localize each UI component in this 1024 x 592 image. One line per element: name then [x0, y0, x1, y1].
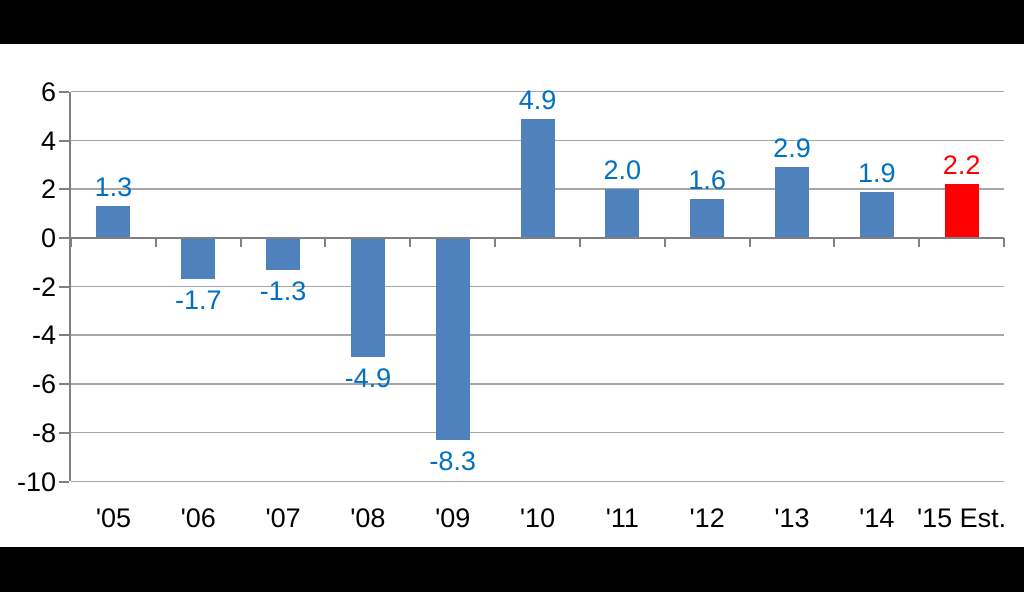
x-axis-category-label: '15 Est.: [916, 503, 1007, 533]
letterbox-bottom: [0, 547, 1024, 592]
bar: [266, 238, 301, 270]
y-axis-tick: [59, 90, 69, 93]
y-axis-tick-label: 4: [40, 125, 56, 156]
bar-highlight: [944, 184, 979, 238]
y-axis-tick-label: -8: [31, 417, 56, 448]
gridline: [71, 480, 1004, 482]
x-axis-tick: [918, 238, 921, 247]
bar: [690, 199, 725, 238]
x-axis-tick: [324, 238, 327, 247]
y-axis-tick-label: 0: [40, 223, 56, 253]
bar-data-label: 2.2: [942, 150, 981, 181]
x-axis-tick: [70, 238, 72, 247]
bar-data-label: -4.9: [344, 363, 392, 394]
y-axis-tick: [59, 139, 69, 142]
bar: [859, 191, 894, 238]
x-axis-category-label: '10: [519, 503, 556, 533]
x-axis-category-label: '08: [350, 503, 386, 533]
x-axis-tick: [1003, 238, 1005, 247]
bar: [96, 206, 131, 238]
bar: [520, 118, 555, 238]
gridline: [71, 431, 1004, 434]
bar: [605, 189, 640, 238]
x-axis-category-label: '09: [435, 503, 471, 533]
y-axis-tick: [59, 431, 69, 434]
bar-data-label: 2.0: [603, 155, 642, 186]
x-axis-tick: [409, 238, 412, 247]
x-axis-tick: [833, 238, 836, 247]
x-axis-tick: [239, 238, 242, 247]
x-axis-tick: [578, 238, 581, 247]
x-axis-category-label: '13: [774, 503, 810, 533]
x-axis-tick: [154, 238, 157, 247]
y-axis-tick: [59, 480, 69, 483]
x-axis-category-label: '14: [859, 503, 895, 533]
y-axis-tick: [59, 334, 69, 337]
y-axis-tick: [59, 188, 69, 191]
x-axis-zero-line: [71, 237, 1004, 239]
x-axis-category-label: '11: [605, 503, 639, 533]
y-axis-tick: [59, 237, 69, 239]
x-axis-category-label: '12: [689, 503, 725, 533]
y-axis-tick-label: -10: [16, 466, 56, 497]
y-axis-tick-label: -2: [31, 271, 56, 302]
bar-data-label: 2.9: [773, 133, 811, 164]
y-axis-tick: [59, 285, 69, 288]
bar-data-label: 4.9: [518, 84, 557, 115]
y-axis-tick-label: -4: [31, 320, 56, 351]
x-axis-tick: [494, 238, 497, 247]
y-axis-tick-label: -6: [31, 369, 56, 400]
bar: [350, 238, 385, 358]
bar-data-label: 1.6: [688, 165, 726, 196]
bar-data-label: 1.9: [857, 157, 896, 188]
gridline: [71, 383, 1004, 385]
x-axis-category-label: '06: [180, 503, 216, 533]
bar: [181, 238, 216, 280]
x-axis-category-label: '05: [95, 503, 131, 533]
bar: [774, 167, 809, 238]
y-axis-line: [69, 91, 71, 482]
gridline: [71, 90, 1004, 93]
y-axis-tick-label: 2: [40, 174, 56, 205]
gridline: [71, 285, 1004, 288]
gridline: [71, 334, 1004, 336]
bar-data-label: -8.3: [429, 446, 476, 477]
bar-data-label: 1.3: [94, 172, 133, 203]
x-axis-tick: [748, 238, 751, 247]
y-axis-tick-label: 6: [40, 76, 56, 107]
y-axis-tick: [59, 383, 69, 386]
bar-data-label: -1.3: [259, 275, 307, 306]
x-axis-category-label: '07: [265, 503, 301, 533]
letterbox-top: [0, 0, 1024, 44]
bar-data-label: -1.7: [174, 285, 222, 316]
x-axis-tick: [663, 238, 666, 247]
bar: [435, 238, 470, 441]
